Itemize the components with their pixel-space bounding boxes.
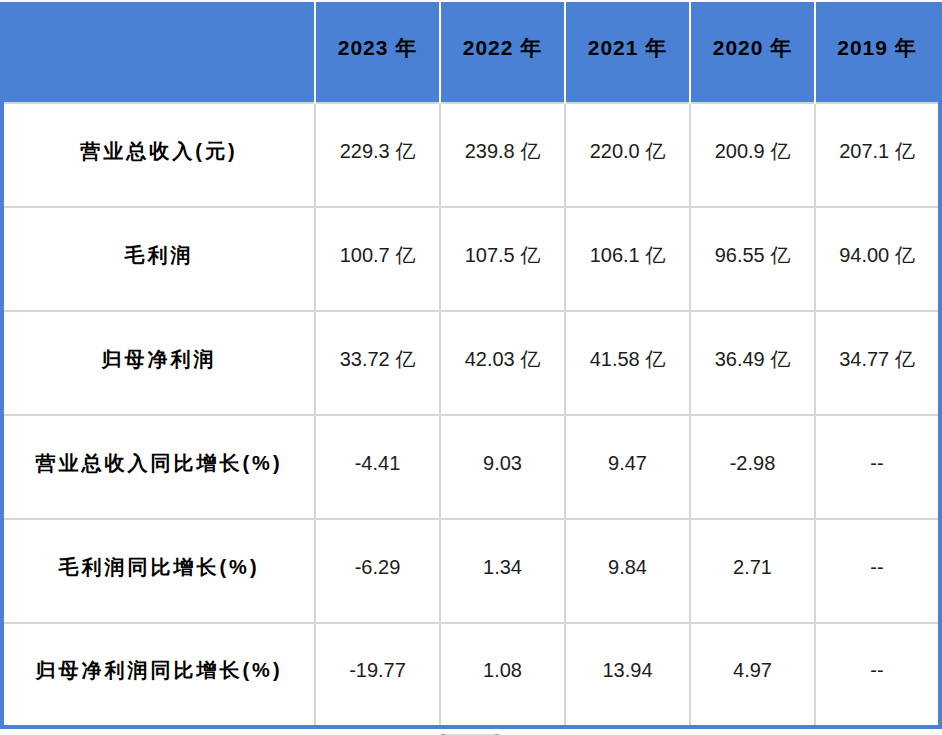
header-cell-metric	[2, 2, 315, 103]
cell-revenue-growth-2020: -2.98	[690, 415, 815, 519]
cell-net-profit-growth-2019: --	[815, 623, 940, 727]
table-row-net-profit: 归母净利润 33.72 亿 42.03 亿 41.58 亿 36.49 亿 34…	[2, 311, 940, 415]
cell-total-revenue-2021: 220.0 亿	[565, 103, 690, 207]
table-row-net-profit-growth: 归母净利润同比增长(%) -19.77 1.08 13.94 4.97 --	[2, 623, 940, 727]
row-label-total-revenue: 营业总收入(元)	[2, 103, 315, 207]
cell-gross-profit-growth-2020: 2.71	[690, 519, 815, 623]
cell-net-profit-growth-2023: -19.77	[315, 623, 440, 727]
table-header-row: 2023 年 2022 年 2021 年 2020 年 2019 年	[2, 2, 940, 103]
header-cell-year-2022: 2022 年	[440, 2, 565, 103]
cell-net-profit-2023: 33.72 亿	[315, 311, 440, 415]
cell-gross-profit-growth-2021: 9.84	[565, 519, 690, 623]
cell-gross-profit-2019: 94.00 亿	[815, 207, 940, 311]
cell-revenue-growth-2021: 9.47	[565, 415, 690, 519]
cell-gross-profit-2023: 100.7 亿	[315, 207, 440, 311]
financial-summary-page: 2023 年 2022 年 2021 年 2020 年 2019 年 营业总收入…	[0, 2, 942, 735]
cell-net-profit-2019: 34.77 亿	[815, 311, 940, 415]
row-label-net-profit: 归母净利润	[2, 311, 315, 415]
header-cell-year-2020: 2020 年	[690, 2, 815, 103]
cell-total-revenue-2022: 239.8 亿	[440, 103, 565, 207]
cell-gross-profit-2021: 106.1 亿	[565, 207, 690, 311]
cell-gross-profit-growth-2022: 1.34	[440, 519, 565, 623]
header-cell-year-2021: 2021 年	[565, 2, 690, 103]
cell-net-profit-2021: 41.58 亿	[565, 311, 690, 415]
cell-revenue-growth-2022: 9.03	[440, 415, 565, 519]
row-label-gross-profit: 毛利润	[2, 207, 315, 311]
cell-gross-profit-growth-2023: -6.29	[315, 519, 440, 623]
cell-gross-profit-2022: 107.5 亿	[440, 207, 565, 311]
table-row-gross-profit: 毛利润 100.7 亿 107.5 亿 106.1 亿 96.55 亿 94.0…	[2, 207, 940, 311]
cell-revenue-growth-2019: --	[815, 415, 940, 519]
table-row-gross-profit-growth: 毛利润同比增长(%) -6.29 1.34 9.84 2.71 --	[2, 519, 940, 623]
cell-gross-profit-growth-2019: --	[815, 519, 940, 623]
cell-total-revenue-2020: 200.9 亿	[690, 103, 815, 207]
header-cell-year-2023: 2023 年	[315, 2, 440, 103]
financial-data-table: 2023 年 2022 年 2021 年 2020 年 2019 年 营业总收入…	[0, 2, 942, 729]
cell-net-profit-2020: 36.49 亿	[690, 311, 815, 415]
row-label-gross-profit-growth: 毛利润同比增长(%)	[2, 519, 315, 623]
row-label-net-profit-growth: 归母净利润同比增长(%)	[2, 623, 315, 727]
cell-total-revenue-2023: 229.3 亿	[315, 103, 440, 207]
cell-net-profit-growth-2021: 13.94	[565, 623, 690, 727]
cell-total-revenue-2019: 207.1 亿	[815, 103, 940, 207]
row-label-revenue-growth: 营业总收入同比增长(%)	[2, 415, 315, 519]
table-row-total-revenue: 营业总收入(元) 229.3 亿 239.8 亿 220.0 亿 200.9 亿…	[2, 103, 940, 207]
header-cell-year-2019: 2019 年	[815, 2, 940, 103]
cell-revenue-growth-2023: -4.41	[315, 415, 440, 519]
cell-net-profit-growth-2020: 4.97	[690, 623, 815, 727]
cell-net-profit-growth-2022: 1.08	[440, 623, 565, 727]
cell-net-profit-2022: 42.03 亿	[440, 311, 565, 415]
table-row-revenue-growth: 营业总收入同比增长(%) -4.41 9.03 9.47 -2.98 --	[2, 415, 940, 519]
cell-gross-profit-2020: 96.55 亿	[690, 207, 815, 311]
